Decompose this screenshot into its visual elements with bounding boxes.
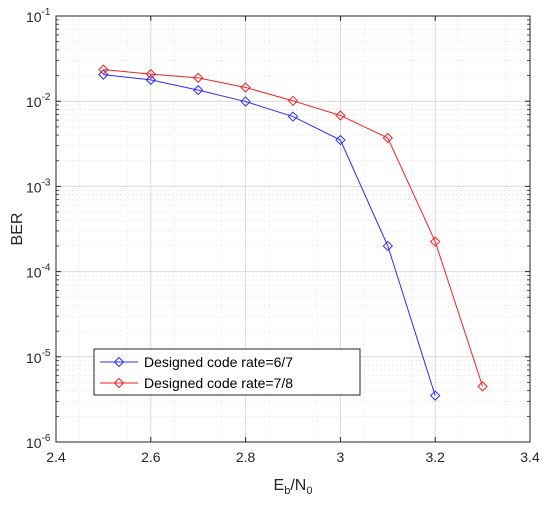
y-tick-label-exponent: -5 [42,348,51,359]
series-layer [98,64,488,401]
x-tick-label: 3 [337,449,345,465]
y-tick-label-base: 10 [26,350,42,366]
series-1-point [240,96,251,107]
series-1-point [287,111,299,122]
legend-swatch-marker [113,377,125,389]
y-tick-label-base: 10 [26,179,42,195]
series-2-point [145,68,157,80]
x-tick-label: 2.8 [236,449,256,465]
series-2-point [287,95,299,107]
y-axis-label: BER [9,213,26,246]
y-tick-label: 10-4 [26,263,51,281]
y-tick-label-base: 10 [26,94,42,110]
x-axis-label-slash: /N [290,477,306,494]
y-tick-label-base: 10 [26,435,42,451]
axes-box [55,15,531,443]
y-tick-label: 10-2 [26,92,51,110]
x-tick-label: 3.4 [520,449,540,465]
y-tick-label: 10-5 [26,348,51,366]
legend-box [93,348,361,396]
series-2-point [429,236,441,247]
series-1-point [382,240,394,252]
y-tick-label: 10-1 [26,7,51,25]
y-tick-label-exponent: -6 [42,433,51,444]
series-1-point [429,390,441,401]
y-tick-label-exponent: -1 [42,7,51,18]
series-1-point [335,134,346,146]
series-2-point [382,132,394,144]
series-2-point [192,72,204,84]
y-tick-label-exponent: -3 [42,177,51,188]
legend: Designed code rate=6/7 Designed code rate… [93,348,361,396]
x-axis-label: Eb/N0 [274,477,313,497]
series-2-point [335,110,346,121]
axes: 2.4 2.6 2.8 3 3.2 3.410-610-510-410-310-210-1… [9,7,540,497]
series-2-point [240,82,251,93]
series-1-point [145,74,157,86]
y-tick-label-exponent: -2 [42,92,51,103]
series-line-2 [103,69,484,387]
y-tick-label-base: 10 [26,265,42,281]
x-tick-label: 3.2 [425,449,445,465]
series-2-point [477,381,488,392]
legend-label: Designed code rate=6/7 [144,354,293,370]
y-tick-label: 10-3 [26,177,51,195]
legend-label: Designed code rate=7/8 [144,375,293,391]
y-tick-label: 10-6 [26,433,51,451]
series-line-1 [103,74,436,396]
series-2-point [98,64,109,75]
y-tick-label-exponent: -4 [42,263,51,274]
x-tick-label: 2.6 [141,449,161,465]
x-axis-label-sub1: b [284,485,290,497]
series-1-point [98,69,109,80]
y-tick-label-base: 10 [26,9,42,25]
x-tick-label: 2.4 [46,449,66,465]
x-axis-label-sub2: 0 [306,485,312,497]
grid [55,15,531,443]
series-1-point [192,84,204,96]
x-axis-label-main: E [274,477,285,494]
legend-swatch-marker [113,356,125,368]
